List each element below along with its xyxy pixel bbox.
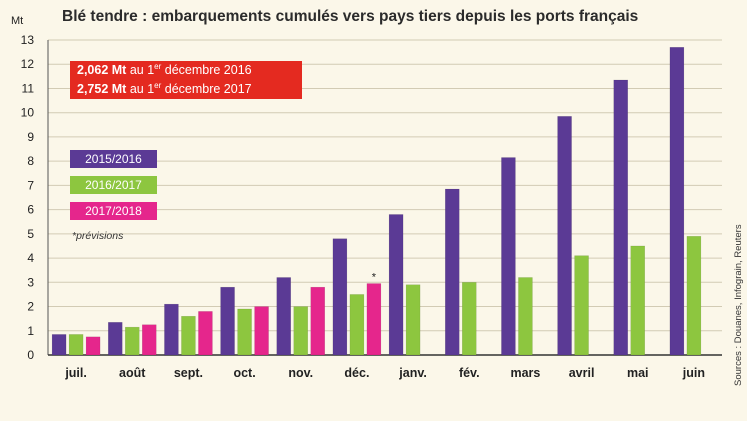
bar-2017-2018 [310, 286, 325, 356]
highlight-2017-text-b: décembre 2017 [161, 82, 252, 96]
y-tick-label: 6 [27, 203, 34, 217]
forecast-asterisk: * [372, 272, 377, 284]
legend-2017-2018: 2017/2018 [70, 202, 157, 220]
x-tick-label: janv. [398, 366, 427, 380]
source-note: Sources : Douanes, Infograin, Reuters [733, 224, 744, 386]
bar-2016-2017 [630, 245, 645, 356]
forecast-note: *prévisions [72, 230, 124, 242]
y-tick-label: 9 [27, 130, 34, 144]
bar-2016-2017 [518, 277, 533, 356]
bar-2016-2017 [574, 255, 589, 356]
bar-2015-2016 [51, 334, 67, 356]
bar-2015-2016 [669, 47, 685, 356]
bar-2015-2016 [332, 238, 348, 356]
x-tick-label: août [119, 366, 146, 380]
y-tick-label: 8 [27, 154, 34, 168]
x-tick-label: oct. [233, 366, 255, 380]
legend-2016-2017-label: 2016/2017 [85, 178, 142, 192]
bar-2016-2017 [181, 315, 196, 356]
bar-2015-2016 [220, 286, 235, 356]
x-tick-label: juil. [64, 366, 87, 380]
bar-2017-2018 [142, 324, 157, 356]
bar-2017-2018 [198, 311, 213, 356]
y-tick-label: 12 [21, 57, 35, 71]
legend-2017-2018-label: 2017/2018 [85, 204, 142, 218]
chart-title: Blé tendre : embarquements cumulés vers … [62, 8, 639, 25]
bar-2017-2018 [85, 336, 101, 356]
y-tick-label: 11 [22, 81, 35, 95]
bar-2016-2017 [349, 294, 365, 356]
highlight-2016-value: 2,062 Mt [77, 63, 127, 77]
bar-2016-2017 [686, 236, 702, 356]
x-tick-label: fév. [459, 366, 480, 380]
x-tick-label: mai [627, 366, 649, 380]
bar-2016-2017 [405, 284, 421, 356]
y-tick-label: 1 [27, 324, 34, 338]
highlight-2017-value: 2,752 Mt [77, 82, 127, 96]
highlight-2017-sup: er [154, 81, 162, 90]
legend-2015-2016: 2015/2016 [70, 150, 157, 168]
bar-2015-2016 [501, 157, 516, 356]
highlight-2017-text-a: au 1 [126, 82, 155, 96]
bar-2015-2016 [276, 277, 291, 356]
legend-2016-2017: 2016/2017 [70, 176, 157, 194]
x-tick-label: nov. [288, 366, 313, 380]
highlight-2016: 2,062 Mt au 1er décembre 2016 [70, 61, 302, 80]
bar-2016-2017 [237, 308, 252, 356]
highlight-2017: 2,752 Mt au 1er décembre 2017 [70, 80, 302, 99]
x-tick-label: mars [510, 366, 540, 380]
y-tick-label: 5 [27, 227, 34, 241]
bar-2017-2018 [254, 306, 269, 356]
y-tick-label: 2 [27, 300, 34, 314]
y-tick-label: 3 [27, 275, 34, 289]
y-axis-label: Mt [11, 15, 23, 27]
bar-2015-2016 [613, 79, 628, 356]
y-tick-label: 7 [27, 178, 34, 192]
x-tick-label: juin [682, 366, 705, 380]
bar-2016-2017 [293, 306, 308, 356]
bar-2016-2017 [125, 326, 140, 356]
legend-2015-2016-label: 2015/2016 [85, 152, 142, 166]
y-tick-label: 0 [27, 348, 34, 362]
highlight-2016-sup: er [154, 62, 162, 71]
x-tick-label: avril [569, 366, 595, 380]
bar-2015-2016 [445, 188, 460, 356]
bar-2015-2016 [164, 303, 179, 356]
bar-2016-2017 [68, 334, 84, 356]
y-tick-label: 13 [21, 33, 35, 47]
bar-2017-2018 [366, 283, 382, 356]
y-tick-label: 10 [21, 106, 35, 120]
bar-2015-2016 [108, 322, 123, 356]
bar-2016-2017 [462, 282, 477, 356]
x-tick-label: sept. [174, 366, 203, 380]
bar-2015-2016 [557, 116, 572, 356]
bar-2015-2016 [388, 214, 404, 356]
highlight-2016-text-b: décembre 2016 [161, 63, 252, 77]
y-tick-label: 4 [27, 251, 34, 265]
x-tick-label: déc. [344, 366, 369, 380]
highlight-2016-text-a: au 1 [126, 63, 155, 77]
